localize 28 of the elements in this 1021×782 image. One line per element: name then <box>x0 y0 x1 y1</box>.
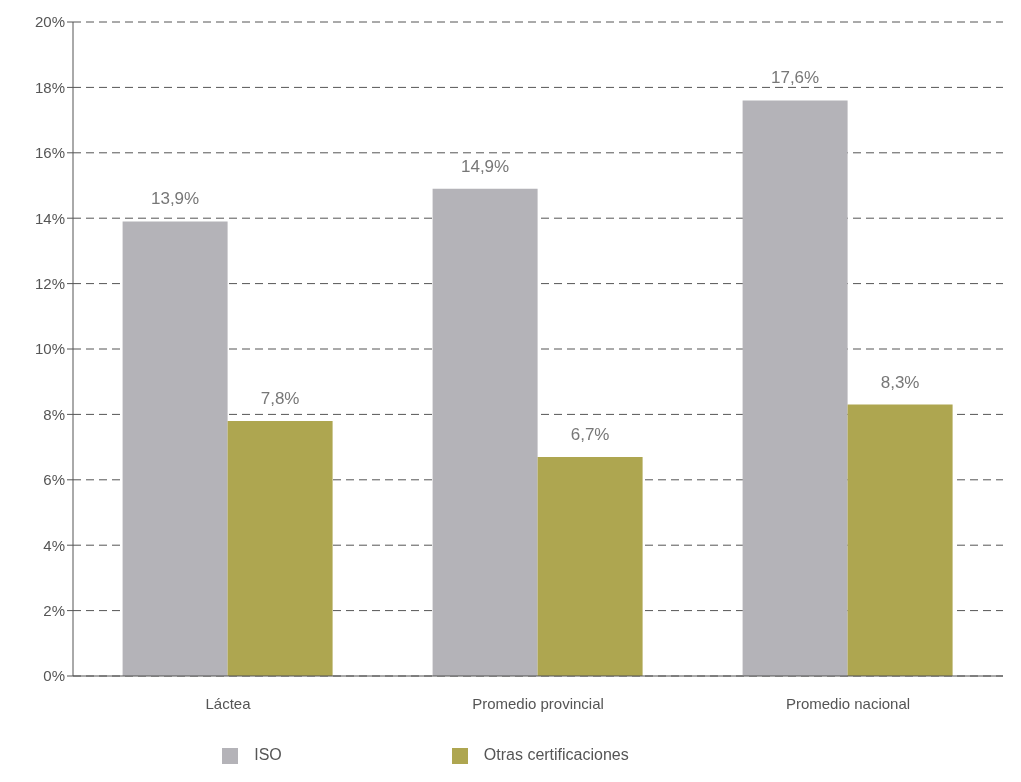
bar <box>742 100 848 676</box>
y-tick-label: 0% <box>43 667 65 685</box>
y-tick-label: 6% <box>43 471 65 489</box>
y-tick-label: 18% <box>34 78 65 96</box>
y-tick-label: 4% <box>43 536 65 554</box>
y-tick-label: 12% <box>34 274 65 292</box>
bar <box>122 221 228 676</box>
y-tick-label: 16% <box>34 144 65 162</box>
x-tick-label: Promedio provincial <box>472 694 604 712</box>
x-tick-label: Promedio nacional <box>785 694 911 712</box>
bar <box>432 188 538 676</box>
legend-label: ISO <box>254 746 282 763</box>
y-tick-label: 14% <box>34 209 65 227</box>
data-label: 17,6% <box>771 68 820 88</box>
x-tick-label: Láctea <box>205 694 252 712</box>
y-tick-label: 8% <box>43 405 65 423</box>
bar <box>537 456 643 676</box>
data-label: 7,8% <box>260 388 300 408</box>
y-tick-label: 10% <box>34 340 65 358</box>
data-label: 14,9% <box>461 156 510 176</box>
data-label: 6,7% <box>570 424 610 444</box>
data-label: 13,9% <box>151 189 200 209</box>
bar <box>227 420 333 676</box>
y-tick-label: 20% <box>34 13 65 31</box>
legend-label: Otras certificaciones <box>483 746 629 763</box>
bar <box>847 404 953 676</box>
data-label: 8,3% <box>880 372 920 392</box>
y-tick-label: 2% <box>43 601 65 619</box>
